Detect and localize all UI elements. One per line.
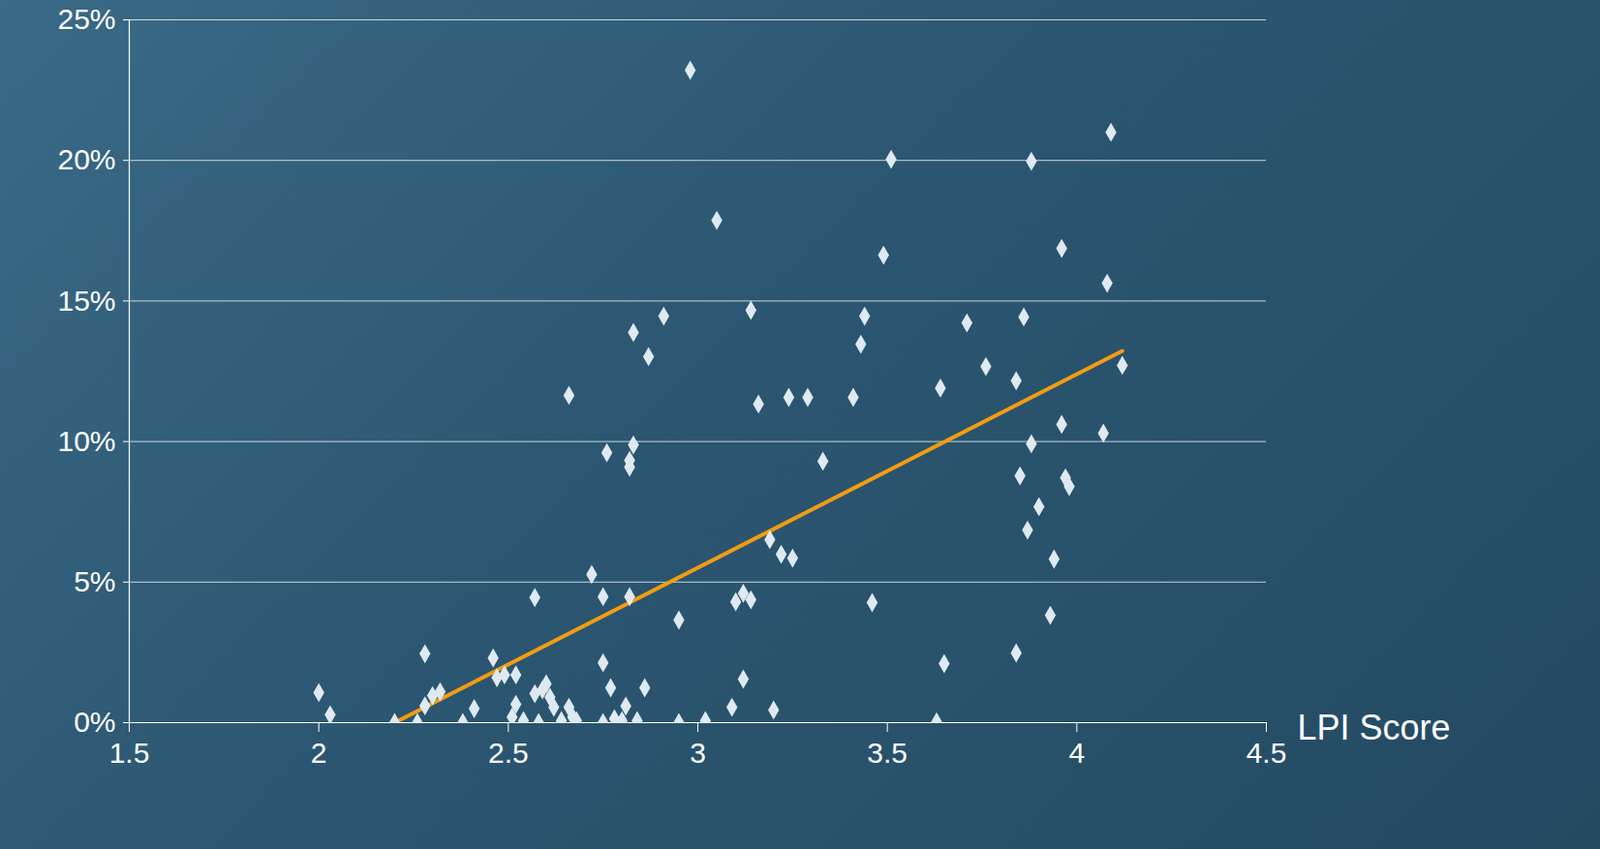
svg-text:0%: 0% (73, 706, 116, 739)
svg-text:2: 2 (310, 737, 328, 770)
svg-text:LPI Score: LPI Score (1297, 707, 1451, 748)
svg-text:5%: 5% (73, 565, 116, 598)
svg-text:4.5: 4.5 (1246, 737, 1288, 770)
svg-text:20%: 20% (57, 143, 116, 176)
svg-text:4: 4 (1068, 737, 1085, 770)
svg-text:2.5: 2.5 (488, 737, 529, 770)
svg-text:3.5: 3.5 (866, 737, 908, 770)
svg-text:25%: 25% (57, 2, 116, 35)
svg-text:1.5: 1.5 (109, 737, 151, 770)
svg-text:10%: 10% (57, 425, 116, 458)
svg-text:3: 3 (689, 737, 707, 770)
svg-text:15%: 15% (57, 284, 116, 317)
